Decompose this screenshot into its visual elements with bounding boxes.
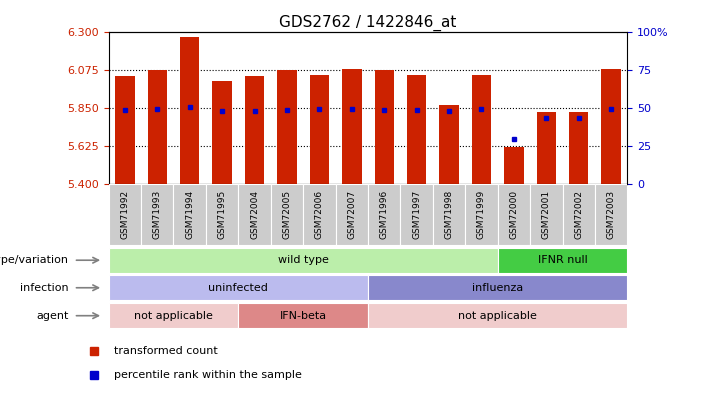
Text: GSM71999: GSM71999 [477,190,486,239]
Text: GSM71995: GSM71995 [217,190,226,239]
Bar [368,303,627,328]
Text: GSM72006: GSM72006 [315,190,324,239]
Text: GSM71998: GSM71998 [444,190,454,239]
Text: not applicable: not applicable [458,311,537,321]
Text: GSM71997: GSM71997 [412,190,421,239]
Bar [595,184,627,245]
Bar [109,184,141,245]
Text: percentile rank within the sample: percentile rank within the sample [114,370,301,379]
Bar [374,70,394,184]
Text: agent: agent [36,311,69,321]
Text: GSM72003: GSM72003 [606,190,615,239]
Text: uninfected: uninfected [208,283,268,293]
Text: GSM72005: GSM72005 [283,190,292,239]
Bar [498,184,530,245]
Bar [368,184,400,245]
Text: infection: infection [20,283,69,293]
Bar [206,184,238,245]
Bar [212,81,232,184]
Text: GSM71992: GSM71992 [121,190,130,239]
Bar [472,75,491,184]
Bar [400,184,433,245]
Bar [465,184,498,245]
Text: GSM72001: GSM72001 [542,190,551,239]
Bar [180,37,199,184]
Bar [601,69,621,184]
Bar [433,184,465,245]
Text: genotype/variation: genotype/variation [0,255,69,265]
Text: GSM72004: GSM72004 [250,190,259,239]
Bar [141,184,174,245]
Bar [336,184,368,245]
Bar [115,76,135,184]
Bar [303,184,336,245]
Text: IFN-beta: IFN-beta [280,311,327,321]
Bar [368,275,627,301]
Bar [498,247,627,273]
Bar [109,275,368,301]
Bar [278,70,297,184]
Text: GSM71993: GSM71993 [153,190,162,239]
Bar [238,303,368,328]
Bar [440,105,458,184]
Bar [109,247,498,273]
Bar [238,184,271,245]
Text: influenza: influenza [472,283,524,293]
Text: not applicable: not applicable [134,311,213,321]
Bar [342,69,362,184]
Text: GSM72007: GSM72007 [347,190,356,239]
Bar [530,184,562,245]
Bar [245,76,264,184]
Bar [109,303,238,328]
Bar [174,184,206,245]
Bar [562,184,595,245]
Bar [271,184,303,245]
Text: transformed count: transformed count [114,346,217,356]
Bar [147,70,167,184]
Text: GSM71994: GSM71994 [185,190,194,239]
Bar [407,75,426,184]
Text: GSM71996: GSM71996 [380,190,389,239]
Text: IFNR null: IFNR null [538,255,587,265]
Bar [569,112,589,184]
Text: wild type: wild type [278,255,329,265]
Bar [310,75,329,184]
Text: GSM72002: GSM72002 [574,190,583,239]
Text: GSM72000: GSM72000 [510,190,519,239]
Title: GDS2762 / 1422846_at: GDS2762 / 1422846_at [279,15,457,31]
Bar [504,147,524,184]
Bar [537,112,556,184]
